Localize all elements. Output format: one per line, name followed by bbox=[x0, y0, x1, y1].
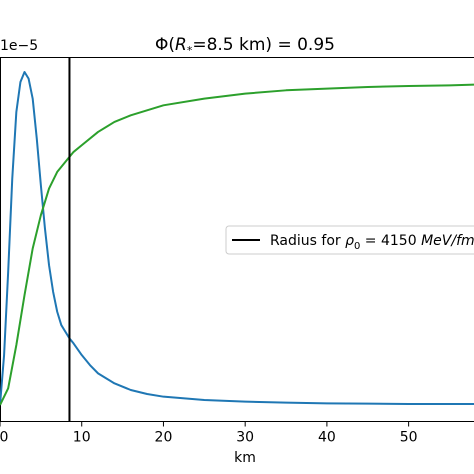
legend-text-mid: = 4150 bbox=[360, 233, 421, 249]
legend-rho: ρ bbox=[345, 233, 354, 249]
series-2-line bbox=[0, 83, 474, 406]
x-tick-label: 50 bbox=[400, 430, 418, 446]
legend-box bbox=[225, 225, 474, 255]
x-tick-label: 10 bbox=[73, 430, 91, 446]
plot-frame bbox=[0, 57, 474, 422]
x-tick-label: 40 bbox=[318, 430, 336, 446]
x-axis-label: km bbox=[234, 450, 256, 466]
legend-text-prefix: Radius for bbox=[270, 233, 345, 249]
legend-rho-sub: 0 bbox=[354, 241, 360, 252]
chart-title-sub: * bbox=[187, 44, 193, 57]
chart-title-suffix: =8.5 km) = 0.95 bbox=[192, 35, 335, 55]
legend-unit: MeV/fm bbox=[421, 233, 474, 249]
chart-title: Φ(R*=8.5 km) = 0.95 bbox=[155, 35, 335, 57]
x-tick-label: 0 bbox=[0, 430, 8, 446]
x-tick-label: 20 bbox=[155, 430, 173, 446]
chart-title-prefix: Φ( bbox=[155, 35, 175, 55]
chart-title-var: R bbox=[175, 35, 187, 55]
y-offset-label: 1e−5 bbox=[0, 38, 38, 54]
x-ticks: 0 10 20 30 40 50 bbox=[0, 421, 418, 446]
x-tick-label: 30 bbox=[236, 430, 254, 446]
legend-label: Radius for ρ0 = 4150 MeV/fm3 bbox=[270, 231, 474, 252]
legend: Radius for ρ0 = 4150 MeV/fm3 bbox=[225, 225, 474, 255]
